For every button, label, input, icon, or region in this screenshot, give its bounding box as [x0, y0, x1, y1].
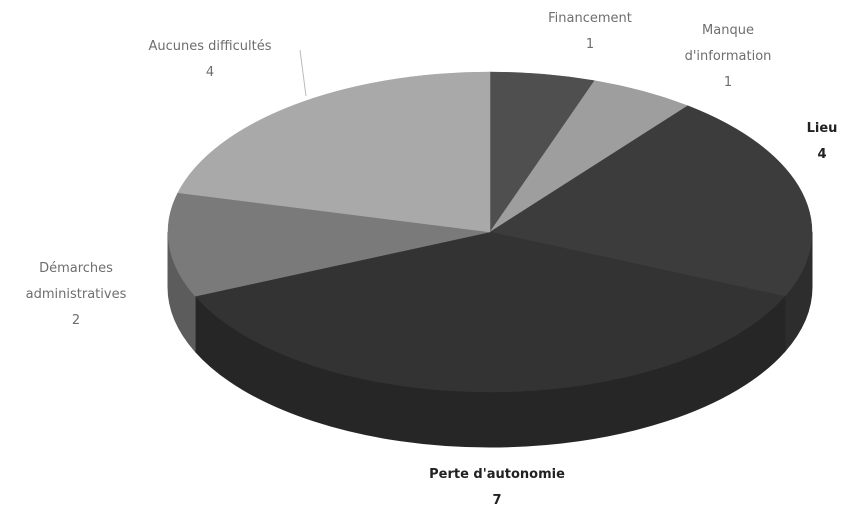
- data-label: Manque d'information 1: [670, 18, 786, 96]
- label-value: 4: [205, 65, 215, 80]
- data-label: Lieu 4: [807, 116, 838, 168]
- label-value: 7: [492, 493, 502, 508]
- label-name: Aucunes difficultés: [148, 39, 272, 54]
- label-name: Manque d'information: [684, 23, 772, 64]
- label-value: 1: [723, 75, 733, 90]
- slice: [194, 231, 786, 393]
- data-label: Aucunes difficultés 4: [149, 34, 272, 86]
- label-name: Démarches administratives: [25, 261, 127, 302]
- label-name: Financement: [548, 11, 632, 26]
- leader-line: [299, 49, 307, 97]
- label-name: Perte d'autonomie: [429, 467, 565, 482]
- data-label: Perte d'autonomie 7: [429, 462, 565, 511]
- label-value: 4: [817, 147, 827, 162]
- label-value: 2: [71, 313, 81, 328]
- data-label: Démarches administratives 2: [16, 256, 136, 334]
- slice: [489, 105, 813, 297]
- slice: [177, 71, 491, 233]
- label-name: Lieu: [806, 121, 838, 136]
- label-value: 1: [585, 37, 595, 52]
- data-label: Financement 1: [548, 6, 632, 58]
- slice: [167, 192, 491, 297]
